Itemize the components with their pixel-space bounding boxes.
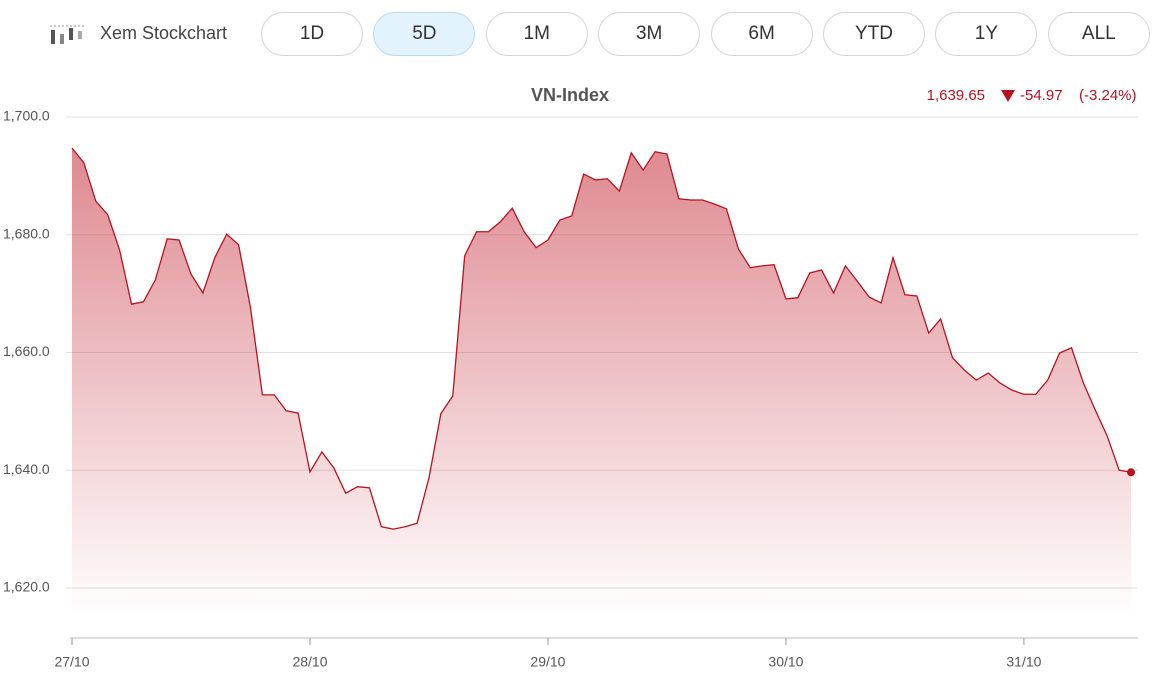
price-change-percent: (-3.24%): [1079, 87, 1137, 104]
range-button[interactable]: 6M: [710, 12, 813, 56]
y-tick-label: 1,620.0: [3, 579, 50, 595]
x-tick-label: 31/10: [1006, 654, 1041, 670]
brand-title: Xem Stockchart: [100, 23, 228, 43]
x-tick-label: 28/10: [292, 654, 327, 670]
toolbar: Xem Stockchart 1D 5D 1M 3M 6M YTD 1Y ALL: [0, 0, 1164, 70]
y-tick-label: 1,640.0: [3, 461, 50, 477]
x-tick-label: 27/10: [54, 654, 89, 670]
x-tick-label: 30/10: [768, 654, 803, 670]
down-arrow: [1001, 90, 1015, 102]
y-tick-label: 1,700.0: [3, 108, 50, 124]
y-tick-label: 1,680.0: [3, 225, 50, 241]
range-button[interactable]: 1Y: [935, 12, 1038, 56]
chart-title: VN-Index: [531, 85, 609, 105]
x-tick-label: 29/10: [530, 654, 565, 670]
range-button[interactable]: YTD: [823, 12, 925, 56]
price-line: [71, 147, 1132, 530]
range-button[interactable]: 3M: [598, 12, 701, 56]
price-change: -54.97: [1020, 87, 1063, 104]
chart: VN-Index 1,639.65 -54.97 (-3.24%) 1,620.…: [3, 85, 1138, 670]
last-point: [1127, 468, 1135, 477]
range-button[interactable]: 5D: [373, 12, 476, 56]
logo-icon: [50, 25, 84, 44]
range-button[interactable]: ALL: [1047, 12, 1150, 56]
range-button[interactable]: 1M: [485, 12, 588, 56]
area-fill: [72, 148, 1131, 618]
range-button[interactable]: 1D: [261, 12, 363, 56]
last-price: 1,639.65: [927, 87, 985, 104]
y-tick-label: 1,660.0: [3, 343, 50, 359]
